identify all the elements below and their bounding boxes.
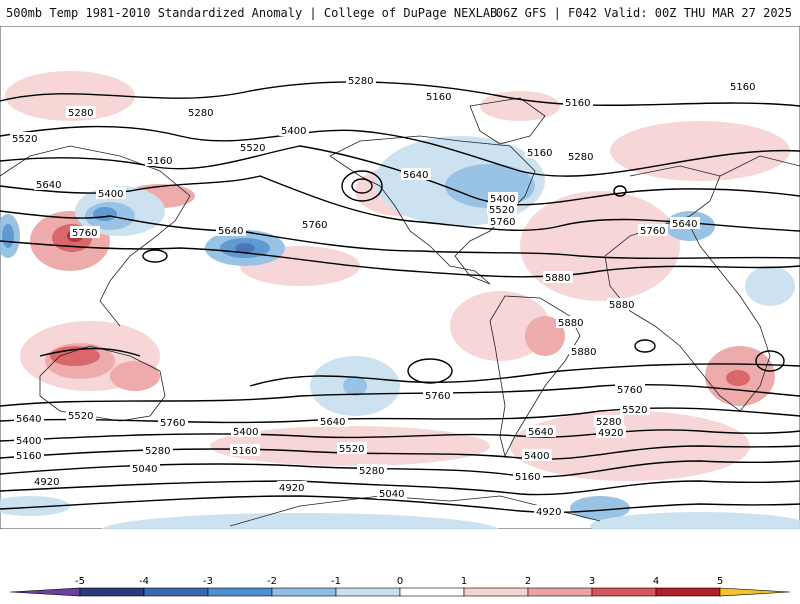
contour-label: 5520 (68, 411, 93, 422)
colorbar-segment (591, 587, 657, 597)
contour-label: 5160 (730, 82, 755, 93)
colorbar-tick-label: 5 (717, 576, 723, 587)
colorbar-segment (399, 587, 465, 597)
contour-label: 4920 (279, 483, 304, 494)
colorbar-arrow-low (9, 587, 81, 597)
contour-label: 4920 (536, 507, 561, 518)
contour-label: 5400 (524, 451, 549, 462)
contour-label: 5760 (302, 220, 327, 231)
contour-label: 5400 (281, 126, 306, 137)
colorbar-tick-label: -2 (267, 576, 277, 587)
colorbar-tick-label: 2 (525, 576, 531, 587)
colorbar-tick-label: 0 (397, 576, 403, 587)
contour-label: 5040 (379, 489, 404, 500)
contour-label: 4920 (34, 477, 59, 488)
contour-label: 5400 (16, 436, 41, 447)
contour-label: 4920 (598, 428, 623, 439)
colorbar-tick-label: 3 (589, 576, 595, 587)
colorbar-segment (79, 587, 145, 597)
contour-label: 5760 (425, 391, 450, 402)
colorbar-tick-label: 4 (653, 576, 659, 587)
contour-label: 5280 (359, 466, 384, 477)
contour-label: 5520 (240, 143, 265, 154)
contour-label: 5400 (490, 194, 515, 205)
contour-label: 5760 (490, 217, 515, 228)
contour-label: 5760 (160, 418, 185, 429)
contour-label: 5280 (145, 446, 170, 457)
contour-label: 5160 (565, 98, 590, 109)
colorbar-tick-label: -1 (331, 576, 341, 587)
contour-label: 5640 (36, 180, 61, 191)
anomaly-shading (0, 71, 800, 529)
contour-label: 5520 (12, 134, 37, 145)
contour-labels: 5280 5160 5160 5160 5280 5280 5520 5400 … (10, 74, 758, 518)
contour-label: 5880 (558, 318, 583, 329)
contour-label: 5160 (426, 92, 451, 103)
contour-label: 5760 (640, 226, 665, 237)
contour-label: 5160 (527, 148, 552, 159)
contour-label: 5760 (617, 385, 642, 396)
contour-label: 5280 (68, 108, 93, 119)
contour-label: 5880 (609, 300, 634, 311)
contour-label: 5640 (403, 170, 428, 181)
contour-label: 5160 (147, 156, 172, 167)
colorbar-segment (335, 587, 401, 597)
colorbar-segment (207, 587, 273, 597)
colorbar: -5 -4 -3 -2 -1 0 1 2 3 4 5 (0, 560, 800, 600)
colorbar-segment (655, 587, 721, 597)
model-run-info: 06Z GFS | F042 Valid: 00Z THU MAR 27 202… (495, 6, 792, 20)
colorbar-arrow-high (719, 587, 791, 597)
colorbar-tick-label: 1 (461, 576, 467, 587)
contour-label: 5520 (622, 405, 647, 416)
contour-label: 5280 (568, 152, 593, 163)
contour-label: 5640 (320, 417, 345, 428)
contour-label: 5520 (489, 205, 514, 216)
contour-label: 5760 (72, 228, 97, 239)
contour-label: 5040 (132, 464, 157, 475)
height-contours (0, 81, 800, 514)
contour-label: 5880 (545, 273, 570, 284)
contour-label: 5160 (16, 451, 41, 462)
contour-label: 5640 (16, 414, 41, 425)
contour-label: 5160 (515, 472, 540, 483)
colorbar-segment (143, 587, 209, 597)
map-title: 500mb Temp 1981-2010 Standardized Anomal… (6, 6, 498, 20)
contour-label: 5280 (348, 76, 373, 87)
contour-label: 5880 (571, 347, 596, 358)
colorbar-tick-label: -3 (203, 576, 213, 587)
contour-label: 5160 (232, 446, 257, 457)
colorbar-segment (463, 587, 529, 597)
contour-label: 5280 (596, 417, 621, 428)
contour-label: 5280 (188, 108, 213, 119)
colorbar-tick-label: -4 (139, 576, 149, 587)
contour-label: 5640 (672, 219, 697, 230)
contour-label: 5520 (339, 444, 364, 455)
colorbar-tick-label: -5 (75, 576, 85, 587)
anomaly-map: 5280 5160 5160 5160 5280 5280 5520 5400 … (0, 26, 800, 529)
contour-label: 5640 (218, 226, 243, 237)
colorbar-segment (527, 587, 593, 597)
contour-label: 5640 (528, 427, 553, 438)
contour-label: 5400 (98, 189, 123, 200)
colorbar-segment (271, 587, 337, 597)
contour-label: 5400 (233, 427, 258, 438)
